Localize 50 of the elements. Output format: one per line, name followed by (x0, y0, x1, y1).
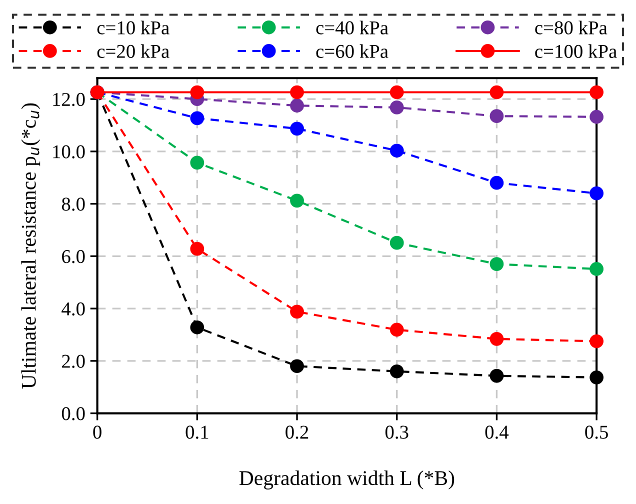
point (290, 194, 304, 208)
point (190, 320, 204, 334)
point (290, 85, 304, 100)
x-tick-label: 0.4 (485, 426, 509, 439)
y-tick-label: 4.0 (62, 302, 85, 316)
legend-label: c=20 kPa (97, 44, 170, 58)
legend-label: c=60 kPa (316, 44, 388, 58)
y-tick-label: 12.0 (53, 92, 85, 106)
point (590, 110, 604, 124)
point (490, 368, 504, 383)
point (290, 122, 304, 136)
x-tick-label: 0.2 (286, 426, 308, 439)
x-tick-label: 0.5 (585, 426, 608, 439)
point (490, 85, 504, 100)
point (590, 262, 604, 276)
legend-label: c=100 kPa (535, 44, 617, 58)
point (190, 242, 204, 256)
point (390, 364, 404, 378)
x-tick-label: 0.1 (186, 426, 208, 439)
point (290, 98, 304, 113)
y-tick-label: 2.0 (62, 354, 85, 368)
y-tick-label: 10.0 (53, 145, 85, 158)
y-tick-label: 0.0 (62, 407, 85, 420)
x-tick-label: 0 (93, 426, 102, 439)
point (290, 304, 304, 319)
point (490, 332, 504, 346)
point (390, 144, 404, 158)
point (390, 322, 404, 337)
point (590, 186, 604, 200)
x-axis-title: Degradation width L (*B) (239, 470, 454, 490)
point (390, 100, 404, 114)
x-tick-label: 0.3 (385, 426, 408, 439)
point (190, 85, 204, 100)
point (590, 334, 604, 348)
point (190, 156, 204, 170)
legend-label: c=80 kPa (535, 20, 608, 34)
point (490, 257, 504, 271)
point (590, 85, 604, 100)
point (490, 176, 504, 190)
point (490, 109, 504, 124)
point (190, 111, 204, 126)
point (390, 85, 404, 100)
legend-label: c=10 kPa (97, 20, 170, 34)
legend-label: c=40 kPa (316, 20, 388, 34)
point (390, 236, 404, 250)
y-axis-title: Ultimate lateral resistance p$_{u}$(*c$_{u}$) (21, 103, 40, 389)
y-tick-label: 6.0 (62, 250, 85, 264)
point (290, 359, 304, 374)
point (590, 370, 604, 384)
y-tick-label: 8.0 (62, 198, 85, 211)
